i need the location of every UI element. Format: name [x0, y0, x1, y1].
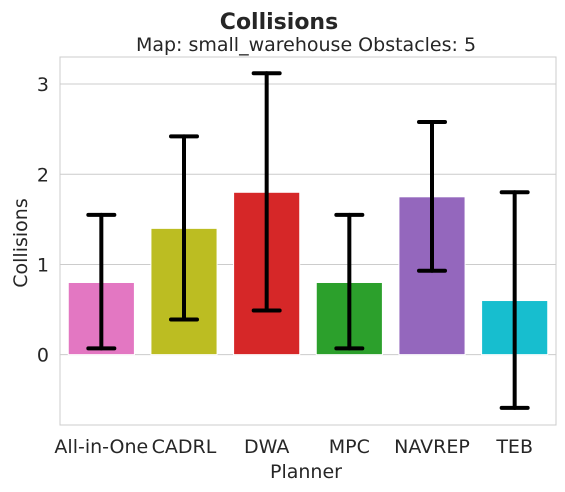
chart-title: Collisions [220, 10, 338, 35]
x-tick-label: TEB [495, 436, 533, 458]
y-tick-label: 2 [37, 164, 49, 186]
error-bars [86, 71, 530, 410]
chart-subtitle: Map: small_warehouse Obstacles: 5 [136, 34, 476, 56]
error-bar [334, 212, 365, 351]
x-tick-label: MPC [329, 436, 370, 458]
y-tick-label: 3 [37, 74, 49, 96]
error-bar [251, 71, 282, 313]
x-tick-label: CADRL [152, 436, 217, 458]
x-axis-label: Planner [270, 461, 342, 483]
plot-area [59, 56, 557, 426]
x-tick-labels: All-in-One CADRL DWA MPC NAVREP TEB [54, 436, 533, 458]
x-tick-label: NAVREP [394, 436, 470, 458]
error-bar [499, 190, 530, 410]
y-tick-labels: 0 1 2 3 [37, 74, 49, 367]
y-tick-label: 1 [37, 254, 49, 276]
error-bar [417, 119, 447, 273]
x-tick-label: All-in-One [54, 436, 148, 458]
error-bar [169, 134, 199, 322]
y-axis-label: Collisions [10, 198, 32, 287]
x-tick-label: DWA [244, 436, 289, 458]
grid-lines [60, 83, 556, 356]
error-bar [86, 212, 117, 351]
y-tick-label: 0 [37, 345, 49, 367]
plot-background [59, 56, 557, 426]
